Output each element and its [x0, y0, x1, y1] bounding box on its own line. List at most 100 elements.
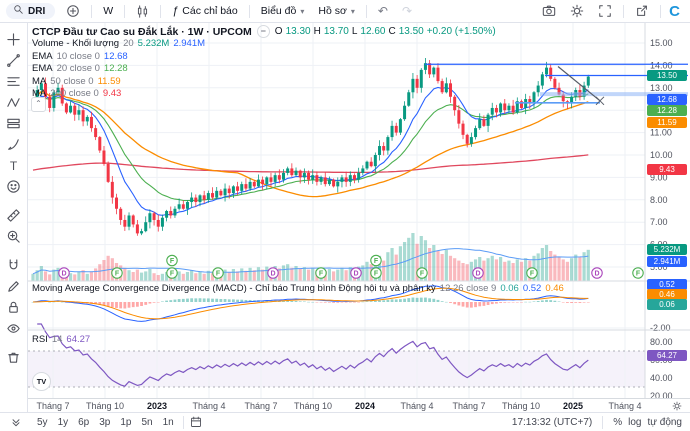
svg-text:D: D	[594, 271, 599, 278]
svg-text:10.00: 10.00	[650, 150, 673, 160]
time-label: 2023	[146, 401, 168, 411]
topbar-left: DRI W ƒ Các chỉ báo Biểu đồ ▾ Hồ sơ ▾ ↶ ↷	[6, 0, 419, 22]
axis-value-badge: 9.43	[647, 164, 687, 175]
axis-value-badge: 12.28	[647, 105, 687, 116]
chart-canvas[interactable]: 15.0014.0013.0012.0011.0010.009.008.007.…	[28, 23, 690, 398]
time-label: Tháng 4	[192, 401, 226, 411]
macd-legend[interactable]: Moving Average Convergence Divergence (M…	[32, 283, 564, 295]
legend-ema10[interactable]: EMA 10 close 0 12.68	[32, 50, 128, 62]
hide-drawings-eye-tool[interactable]	[3, 318, 25, 339]
clock[interactable]: 17:13:32 (UTC+7)	[511, 416, 593, 428]
tradingview-watermark: TV	[32, 372, 51, 391]
time-label: Tháng 10	[501, 401, 541, 411]
axis-settings-gear-icon[interactable]	[672, 401, 682, 413]
svg-text:F: F	[636, 271, 641, 278]
legend-volume[interactable]: Volume - Khối lượng 20 5.232M 2.941M	[32, 38, 206, 50]
range-button-1n[interactable]: 1n	[162, 416, 174, 428]
undo-button[interactable]: ↶	[377, 4, 388, 18]
time-label: Tháng 7	[244, 401, 278, 411]
chart-menu-button[interactable]: Biểu đồ ▾	[260, 5, 305, 17]
range-button-1y[interactable]: 1y	[57, 416, 69, 428]
snapshot-camera-button[interactable]	[535, 2, 563, 20]
panel-toggle-icon[interactable]	[8, 414, 24, 430]
axis-value-badge: 64.27	[647, 350, 687, 361]
range-button-6p[interactable]: 6p	[78, 416, 90, 428]
svg-text:14.00: 14.00	[650, 60, 673, 70]
legend-collapse-button[interactable]: ⌃	[31, 97, 46, 112]
more-icon[interactable]: −	[256, 25, 270, 38]
time-label: Tháng 4	[400, 401, 434, 411]
svg-text:13.00: 13.00	[650, 83, 673, 93]
svg-text:5.00: 5.00	[650, 262, 668, 272]
time-axis[interactable]: Tháng 7 Tháng 10 2023 Tháng 4 Tháng 7 Tháng 1…	[28, 398, 690, 412]
svg-text:F: F	[420, 271, 425, 278]
time-label: Tháng 7	[452, 401, 486, 411]
redo-button[interactable]: ↷	[401, 4, 412, 18]
text-tool[interactable]: T	[9, 158, 18, 173]
svg-text:7.00: 7.00	[650, 217, 668, 227]
range-button-5n[interactable]: 5n	[141, 416, 153, 428]
pattern-tool[interactable]	[3, 92, 25, 113]
topbar-right: C	[535, 0, 684, 22]
symbol-search[interactable]: DRI	[6, 3, 56, 19]
chart-plot[interactable]: 15.0014.0013.0012.0011.0010.009.008.007.…	[28, 23, 690, 398]
fib-retracement-tool[interactable]	[3, 71, 25, 92]
auto-scale-button[interactable]: tự động	[647, 416, 683, 428]
log-scale-button[interactable]: log	[628, 416, 642, 428]
percent-scale-button[interactable]: %	[613, 416, 623, 428]
time-label: Tháng 7	[36, 401, 70, 411]
brush-tool[interactable]	[3, 134, 25, 155]
divider	[623, 4, 625, 18]
svg-text:9.00: 9.00	[650, 172, 668, 182]
emoji-tool[interactable]	[3, 176, 25, 197]
divider	[602, 415, 604, 429]
compare-button[interactable]	[59, 2, 87, 20]
time-label: Tháng 10	[293, 401, 333, 411]
symbol-title-row[interactable]: CTCP Đầu tư Cao su Đắk Lắk · 1W · UPCOM …	[32, 25, 496, 38]
position-tool[interactable]	[3, 113, 25, 134]
magnet-tool[interactable]	[3, 255, 25, 276]
svg-text:F: F	[374, 258, 379, 265]
profile-menu-button[interactable]: Hồ sơ ▾	[318, 5, 355, 17]
drawing-toolbar: T	[0, 23, 28, 412]
rsi-legend[interactable]: RSI 14 64.27	[32, 334, 91, 346]
axis-value-badge: 0.06	[647, 299, 687, 310]
axis-value-badge: 13.50	[647, 70, 687, 81]
range-button-3p[interactable]: 3p	[99, 416, 111, 428]
time-label: 2024	[354, 401, 376, 411]
svg-text:11.00: 11.00	[650, 128, 672, 138]
range-button-1p[interactable]: 1p	[120, 416, 132, 428]
svg-text:D: D	[475, 271, 480, 278]
divider	[365, 4, 367, 18]
legend-ema20[interactable]: EMA 20 close 0 12.28	[32, 63, 128, 75]
axis-value-badge: 0.46	[647, 289, 687, 300]
goto-date-calendar-icon[interactable]	[188, 414, 204, 430]
drawing-mode-tool[interactable]	[3, 276, 25, 297]
range-button-5y[interactable]: 5y	[37, 416, 48, 428]
remove-drawings-trash-tool[interactable]	[3, 347, 25, 368]
divider	[91, 4, 93, 18]
bottom-toolbar: 5y 1y 6p 3p 1p 5n 1n 17:13:32 (UTC+7) % log tự…	[0, 412, 690, 431]
axis-value-badge: 11.59	[647, 117, 687, 128]
svg-text:80.00: 80.00	[650, 337, 673, 347]
share-button[interactable]	[628, 2, 656, 20]
svg-text:40.00: 40.00	[650, 373, 673, 383]
interval-button[interactable]: W	[103, 5, 114, 17]
indicators-button[interactable]: ƒ Các chỉ báo	[172, 5, 238, 17]
svg-text:F: F	[115, 271, 120, 278]
measure-tool[interactable]	[3, 205, 25, 226]
divider	[660, 4, 662, 18]
fullscreen-button[interactable]	[591, 2, 619, 20]
settings-gear-button[interactable]	[563, 2, 591, 20]
crosshair-tool[interactable]	[3, 29, 25, 50]
svg-text:F: F	[170, 258, 175, 265]
trendline-tool[interactable]	[3, 50, 25, 71]
lock-drawings-tool[interactable]	[3, 297, 25, 318]
legend-ma200[interactable]: MA 200 close 0 9.43	[32, 88, 122, 100]
zoom-in-tool[interactable]	[3, 226, 25, 247]
svg-text:F: F	[170, 271, 175, 278]
legend-ma50[interactable]: MA 50 close 0 11.59	[32, 75, 121, 87]
broker-logo[interactable]: C	[669, 2, 680, 20]
chart-type-button[interactable]	[129, 2, 156, 20]
